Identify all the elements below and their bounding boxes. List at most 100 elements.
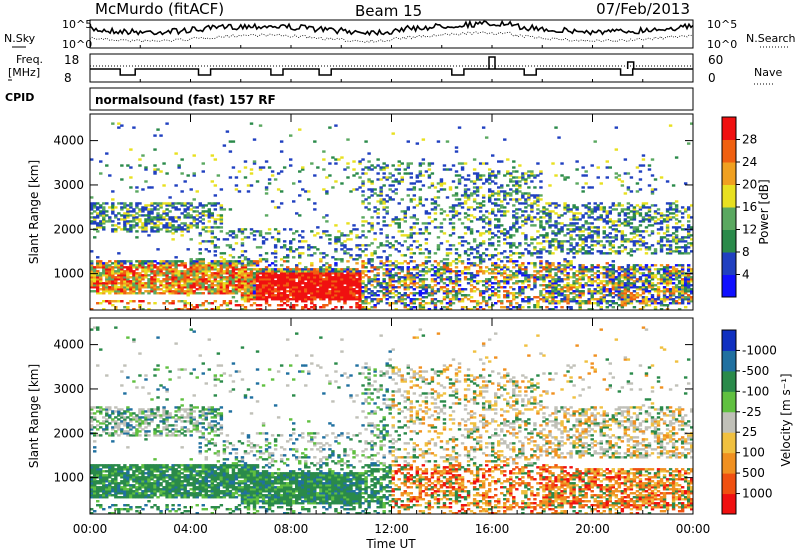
heatmap-cell bbox=[186, 208, 190, 211]
heatmap-cell bbox=[466, 268, 471, 271]
heatmap-cell bbox=[213, 204, 218, 207]
heatmap-cell bbox=[132, 284, 136, 287]
heatmap-cell bbox=[590, 240, 594, 243]
heatmap-cell bbox=[545, 208, 549, 211]
heatmap-cell bbox=[367, 278, 371, 281]
heatmap-cell bbox=[228, 266, 233, 269]
heatmap-cell bbox=[421, 300, 426, 303]
heatmap-cell bbox=[201, 222, 205, 225]
heatmap-cell bbox=[512, 274, 516, 277]
heatmap-cell bbox=[358, 290, 362, 293]
heatmap-cell bbox=[439, 182, 444, 185]
heatmap-cell bbox=[494, 234, 498, 237]
heatmap-cell bbox=[186, 284, 190, 287]
heatmap-cell bbox=[126, 214, 130, 217]
heatmap-cell bbox=[231, 288, 236, 291]
heatmap-cell bbox=[343, 234, 347, 237]
heatmap-cell bbox=[270, 200, 275, 203]
heatmap-cell bbox=[355, 286, 359, 289]
heatmap-cell bbox=[228, 230, 233, 233]
heatmap-cell bbox=[267, 264, 272, 267]
heatmap-cell bbox=[120, 288, 124, 291]
heatmap-cell bbox=[198, 212, 202, 215]
heatmap-cell bbox=[159, 218, 163, 221]
heatmap-cell bbox=[186, 224, 190, 227]
heatmap-cell bbox=[509, 194, 513, 197]
heatmap-cell bbox=[96, 216, 100, 219]
heatmap-cell bbox=[635, 234, 640, 237]
heatmap-cell bbox=[457, 202, 462, 205]
heatmap-cell bbox=[475, 190, 480, 193]
heatmap-cell bbox=[352, 298, 356, 301]
heatmap-cell bbox=[509, 250, 513, 253]
heatmap-cell bbox=[457, 242, 462, 245]
heatmap-cell bbox=[240, 250, 245, 253]
heatmap-cell bbox=[503, 198, 507, 201]
heatmap-cell bbox=[352, 228, 356, 231]
heatmap-cell bbox=[554, 204, 558, 207]
heatmap-cell bbox=[478, 174, 483, 177]
heatmap-cell bbox=[264, 272, 269, 275]
heatmap-cell bbox=[144, 260, 148, 263]
heatmap-cell bbox=[400, 162, 404, 165]
heatmap-cell bbox=[276, 282, 281, 285]
heatmap-cell bbox=[530, 210, 534, 213]
heatmap-cell bbox=[255, 268, 260, 271]
heatmap-cell bbox=[454, 282, 459, 285]
heatmap-cell bbox=[198, 266, 202, 269]
heatmap-cell bbox=[445, 296, 450, 299]
heatmap-cell bbox=[530, 288, 534, 291]
heatmap-cell bbox=[436, 274, 441, 277]
heatmap-cell bbox=[608, 226, 612, 229]
heatmap-cell bbox=[409, 302, 414, 305]
heatmap-cell bbox=[123, 204, 127, 207]
heatmap-cell bbox=[385, 244, 389, 247]
heatmap-cell bbox=[596, 204, 600, 207]
heatmap-cell bbox=[560, 250, 564, 253]
heatmap-cell bbox=[120, 164, 124, 167]
heatmap-cell bbox=[319, 272, 323, 275]
heatmap-cell bbox=[111, 198, 115, 201]
heatmap-cell bbox=[279, 300, 284, 303]
heatmap-cell bbox=[141, 270, 145, 273]
heatmap-cell bbox=[463, 162, 468, 165]
heatmap-cell bbox=[647, 276, 652, 279]
heatmap-cell bbox=[159, 272, 163, 275]
heatmap-cell bbox=[171, 290, 175, 293]
heatmap-cell bbox=[584, 182, 588, 185]
heatmap-cell bbox=[599, 288, 603, 291]
heatmap-cell bbox=[361, 230, 365, 233]
heatmap-cell bbox=[346, 266, 350, 269]
heatmap-cell bbox=[367, 258, 371, 261]
heatmap-cell bbox=[249, 264, 254, 267]
heatmap-cell bbox=[228, 264, 233, 267]
heatmap-cell bbox=[189, 202, 193, 205]
heatmap-cell bbox=[611, 236, 616, 239]
heatmap-cell bbox=[108, 278, 112, 281]
heatmap-cell bbox=[575, 270, 579, 273]
heatmap-cell bbox=[171, 268, 175, 271]
heatmap-cell bbox=[198, 288, 202, 291]
heatmap-cell bbox=[436, 140, 441, 143]
heatmap-cell bbox=[623, 268, 628, 271]
heatmap-cell bbox=[370, 278, 374, 281]
heatmap-cell bbox=[466, 266, 471, 269]
heatmap-cell bbox=[192, 290, 196, 293]
heatmap-cell bbox=[518, 286, 522, 289]
freq-spike bbox=[488, 56, 496, 69]
heatmap-cell bbox=[614, 126, 619, 129]
heatmap-cell bbox=[273, 288, 278, 291]
heatmap-cell bbox=[545, 296, 549, 299]
heatmap-cell bbox=[400, 180, 404, 183]
heatmap-cell bbox=[219, 220, 224, 223]
heatmap-cell bbox=[400, 244, 404, 247]
heatmap-cell bbox=[349, 288, 353, 291]
heatmap-cell bbox=[497, 220, 501, 223]
heatmap-cell bbox=[325, 282, 329, 285]
heatmap-cell bbox=[491, 170, 495, 173]
heatmap-cell bbox=[403, 276, 407, 279]
heatmap-cell bbox=[409, 274, 414, 277]
heatmap-cell bbox=[165, 284, 169, 287]
heatmap-cell bbox=[246, 300, 251, 303]
heatmap-cell bbox=[222, 272, 227, 275]
